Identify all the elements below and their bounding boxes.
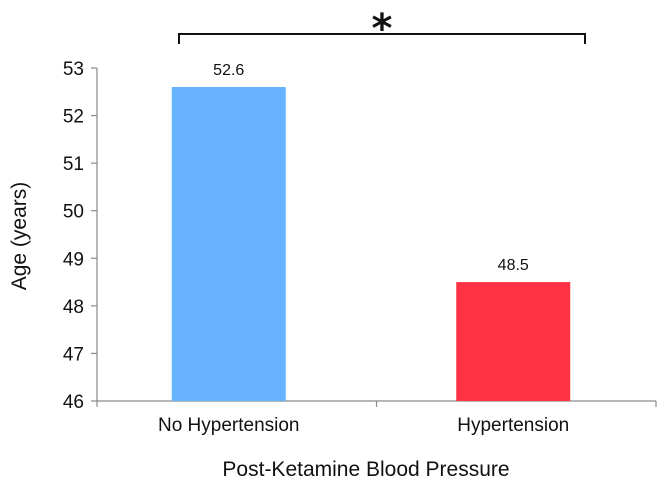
bars xyxy=(171,87,571,402)
bar-no-hypertension xyxy=(171,87,286,402)
y-tick-label: 50 xyxy=(63,202,84,223)
y-axis: 46 47 48 49 50 51 52 53 xyxy=(63,59,98,413)
y-tick-label: 47 xyxy=(63,344,84,365)
x-axis-title: Post-Ketamine Blood Pressure xyxy=(222,458,509,480)
x-tick-label: No Hypertension xyxy=(158,415,300,436)
y-tick-label: 46 xyxy=(63,392,84,413)
significance-bracket: * xyxy=(178,6,586,52)
y-tick-label: 52 xyxy=(63,107,84,128)
y-tick-label: 48 xyxy=(63,297,84,318)
y-tick-label: 53 xyxy=(63,59,84,80)
y-tick-label: 49 xyxy=(63,249,84,270)
y-axis-title: Age (years) xyxy=(8,182,31,291)
x-tick-label: Hypertension xyxy=(457,415,569,436)
data-label: 52.6 xyxy=(213,62,244,79)
significance-bracket-line xyxy=(178,33,586,44)
x-axis: No Hypertension Hypertension xyxy=(96,400,657,436)
bar-hypertension xyxy=(456,282,571,401)
data-label: 48.5 xyxy=(498,257,529,274)
y-tick-label: 51 xyxy=(63,154,84,175)
significance-star: * xyxy=(372,6,393,52)
data-labels: 52.6 48.5 xyxy=(213,62,529,274)
